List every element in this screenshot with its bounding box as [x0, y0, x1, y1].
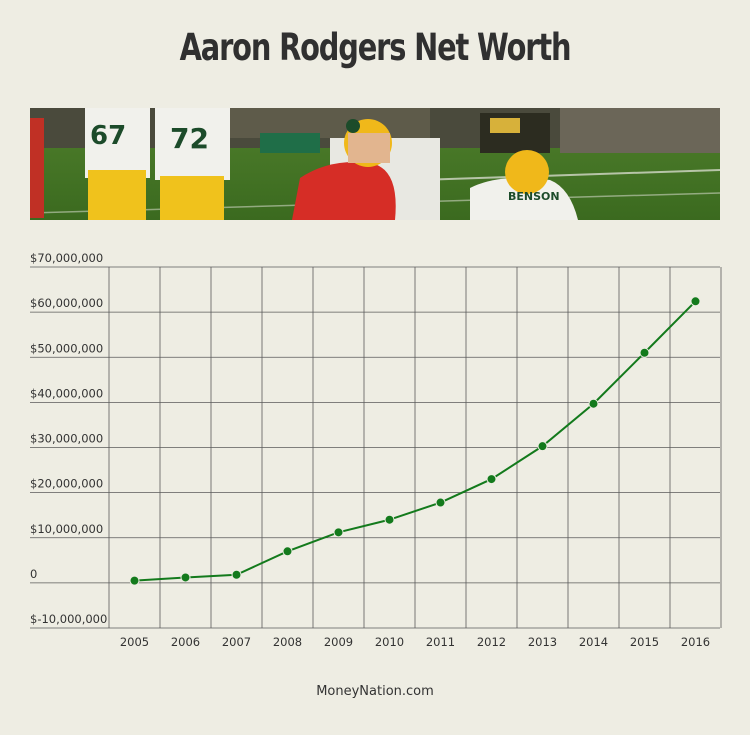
y-tick-label: $20,000,000: [30, 477, 103, 491]
x-tick-label: 2010: [375, 635, 404, 649]
data-point: [537, 441, 548, 452]
data-point: [180, 572, 191, 583]
x-tick-label: 2009: [324, 635, 353, 649]
y-tick-label: 0: [30, 567, 37, 581]
x-tick-label: 2013: [528, 635, 557, 649]
x-axis-ticks: 2005 2006 2007 2008 2009 2010 2011 2012 2013 2014…: [120, 635, 710, 649]
source-credit: MoneyNation.com: [316, 684, 434, 699]
data-point: [333, 527, 344, 538]
data-point: [282, 546, 293, 557]
line-chart: $-10,000,000 0 $10,000,000 $20,000,000 $30,0…: [30, 251, 722, 649]
data-points: [129, 296, 701, 586]
x-tick-label: 2008: [273, 635, 302, 649]
x-tick-label: 2011: [426, 635, 455, 649]
series-line: [134, 300, 697, 582]
data-point: [435, 497, 446, 508]
x-tick-label: 2015: [630, 635, 659, 649]
y-tick-label: $50,000,000: [30, 341, 103, 355]
x-tick-label: 2014: [579, 635, 608, 649]
data-point: [384, 514, 395, 525]
data-point: [129, 575, 140, 586]
y-tick-label: $30,000,000: [30, 432, 103, 446]
data-point: [639, 347, 650, 358]
y-tick-label: $70,000,000: [30, 251, 103, 265]
chart-grid: [30, 266, 722, 629]
data-point: [231, 569, 242, 580]
y-tick-label: $10,000,000: [30, 522, 103, 536]
svg-text:72: 72: [170, 122, 209, 155]
svg-text:BENSON: BENSON: [508, 190, 560, 203]
data-point: [588, 398, 599, 409]
x-tick-label: 2005: [120, 635, 149, 649]
net-worth-series: [134, 300, 697, 582]
x-tick-label: 2006: [171, 635, 200, 649]
chart-title: Aaron Rodgers Net Worth: [179, 26, 572, 69]
y-tick-label: $40,000,000: [30, 386, 103, 400]
x-tick-label: 2012: [477, 635, 506, 649]
y-tick-label: $60,000,000: [30, 296, 103, 310]
x-tick-label: 2016: [681, 635, 710, 649]
football-photo-banner: 67 72 BENSON: [30, 108, 720, 220]
y-tick-label: $-10,000,000: [30, 612, 107, 626]
svg-text:67: 67: [90, 121, 126, 151]
y-axis-ticks: $-10,000,000 0 $10,000,000 $20,000,000 $30,0…: [30, 251, 107, 626]
data-point: [486, 474, 497, 485]
data-point: [690, 296, 701, 307]
x-tick-label: 2007: [222, 635, 251, 649]
